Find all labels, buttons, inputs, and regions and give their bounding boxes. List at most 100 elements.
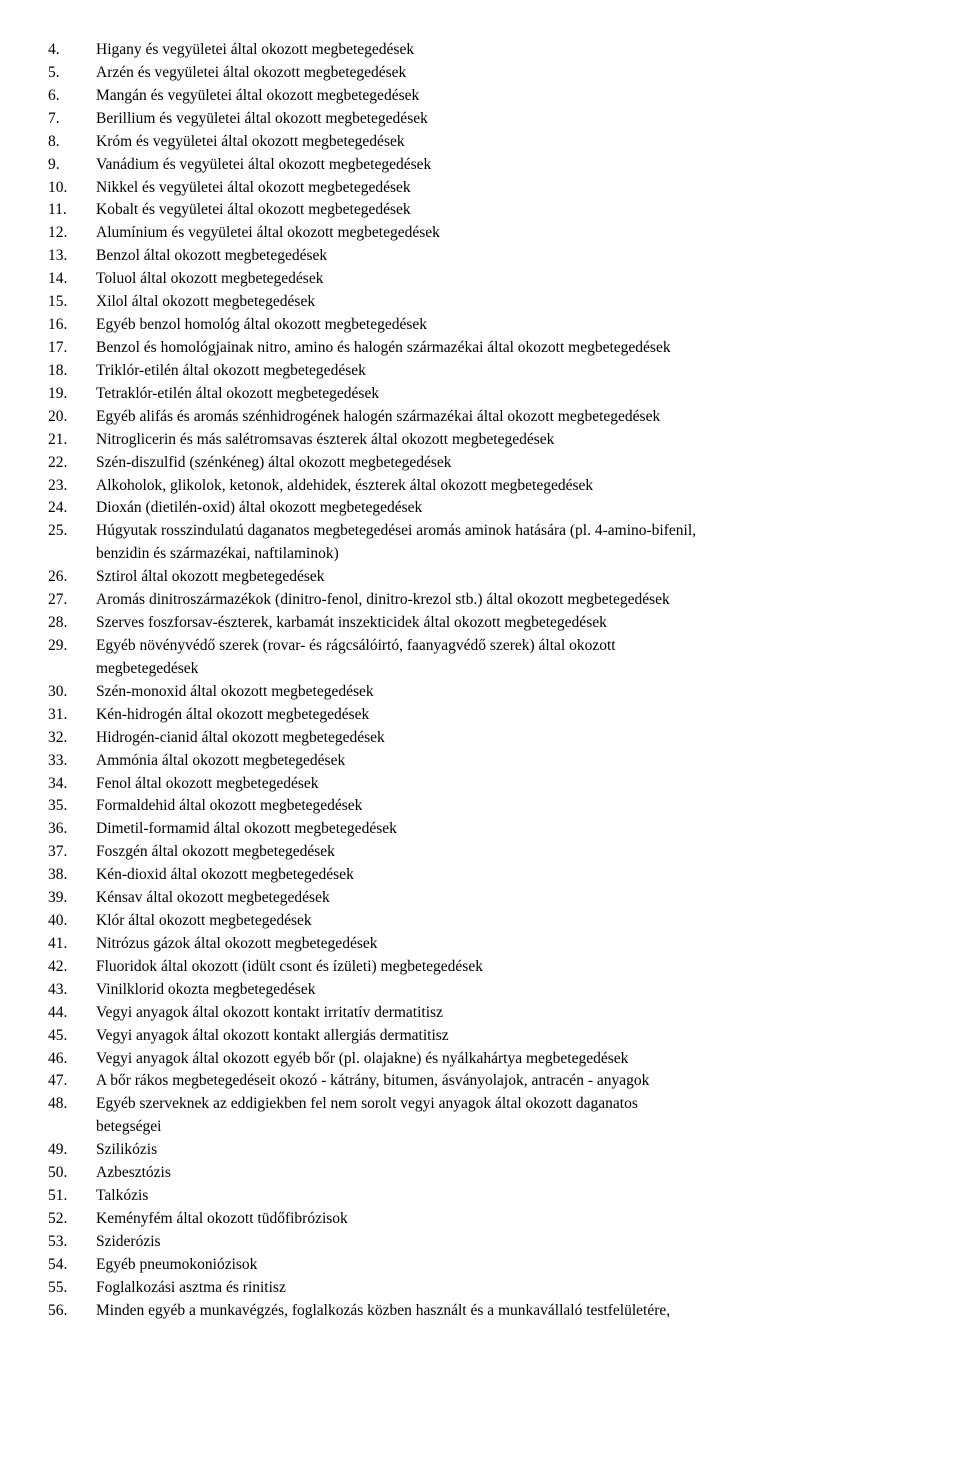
item-number: 48.	[48, 1094, 96, 1115]
item-text: Sziderózis	[96, 1232, 912, 1253]
item-text: Vegyi anyagok által okozott kontakt alle…	[96, 1026, 912, 1047]
item-continuation: benzidin és származékai, naftilaminok)	[48, 544, 912, 565]
list-item: 22.Szén-diszulfid (szénkéneg) által okoz…	[48, 453, 912, 474]
item-number: 19.	[48, 384, 96, 405]
list-item: 34.Fenol által okozott megbetegedések	[48, 774, 912, 795]
item-text: Vinilklorid okozta megbetegedések	[96, 980, 912, 1001]
item-text: Hidrogén-cianid által okozott megbeteged…	[96, 728, 912, 749]
item-continuation: megbetegedések	[48, 659, 912, 680]
item-number: 49.	[48, 1140, 96, 1161]
list-item: 5.Arzén és vegyületei által okozott megb…	[48, 63, 912, 84]
item-number: 52.	[48, 1209, 96, 1230]
item-text: Toluol által okozott megbetegedések	[96, 269, 912, 290]
list-item: 42.Fluoridok által okozott (idült csont …	[48, 957, 912, 978]
list-item: 54.Egyéb pneumokoniózisok	[48, 1255, 912, 1276]
list-item: 24.Dioxán (dietilén-oxid) által okozott …	[48, 498, 912, 519]
item-text: Talkózis	[96, 1186, 912, 1207]
item-number: 39.	[48, 888, 96, 909]
item-text: Sztirol által okozott megbetegedések	[96, 567, 912, 588]
list-item: 33.Ammónia által okozott megbetegedések	[48, 751, 912, 772]
list-item: 50.Azbesztózis	[48, 1163, 912, 1184]
item-text: Vegyi anyagok által okozott egyéb bőr (p…	[96, 1049, 912, 1070]
item-text: Szilikózis	[96, 1140, 912, 1161]
list-item: 53.Sziderózis	[48, 1232, 912, 1253]
item-text: Minden egyéb a munkavégzés, foglalkozás …	[96, 1301, 912, 1322]
item-number: 8.	[48, 132, 96, 153]
item-number: 11.	[48, 200, 96, 221]
item-text: Vanádium és vegyületei által okozott meg…	[96, 155, 912, 176]
item-number: 55.	[48, 1278, 96, 1299]
item-number: 38.	[48, 865, 96, 886]
item-number: 29.	[48, 636, 96, 657]
list-item: 9.Vanádium és vegyületei által okozott m…	[48, 155, 912, 176]
item-text: Klór által okozott megbetegedések	[96, 911, 912, 932]
item-text: Triklór-etilén által okozott megbetegedé…	[96, 361, 912, 382]
list-item: 46.Vegyi anyagok által okozott egyéb bőr…	[48, 1049, 912, 1070]
item-text: Vegyi anyagok által okozott kontakt irri…	[96, 1003, 912, 1024]
item-number: 4.	[48, 40, 96, 61]
list-item: 51.Talkózis	[48, 1186, 912, 1207]
item-number: 36.	[48, 819, 96, 840]
list-item: 31.Kén-hidrogén által okozott megbeteged…	[48, 705, 912, 726]
list-item: 6.Mangán és vegyületei által okozott meg…	[48, 86, 912, 107]
item-number: 31.	[48, 705, 96, 726]
list-item: 35.Formaldehid által okozott megbetegedé…	[48, 796, 912, 817]
item-text: Benzol által okozott megbetegedések	[96, 246, 912, 267]
item-text: Húgyutak rosszindulatú daganatos megbete…	[96, 521, 912, 542]
item-text: Foglalkozási asztma és rinitisz	[96, 1278, 912, 1299]
list-item: 41.Nitrózus gázok által okozott megbeteg…	[48, 934, 912, 955]
list-item: 55.Foglalkozási asztma és rinitisz	[48, 1278, 912, 1299]
item-number: 40.	[48, 911, 96, 932]
list-item: 18.Triklór-etilén által okozott megbeteg…	[48, 361, 912, 382]
item-number: 51.	[48, 1186, 96, 1207]
item-text: Nitroglicerin és más salétromsavas észte…	[96, 430, 912, 451]
list-item: 56.Minden egyéb a munkavégzés, foglalkoz…	[48, 1301, 912, 1322]
list-item: 10.Nikkel és vegyületei által okozott me…	[48, 178, 912, 199]
item-number: 23.	[48, 476, 96, 497]
item-number: 33.	[48, 751, 96, 772]
item-text: Egyéb szerveknek az eddigiekben fel nem …	[96, 1094, 912, 1115]
item-number: 30.	[48, 682, 96, 703]
list-item: 20.Egyéb alifás és aromás szénhidrogének…	[48, 407, 912, 428]
list-item: 49.Szilikózis	[48, 1140, 912, 1161]
list-item: 30.Szén-monoxid által okozott megbeteged…	[48, 682, 912, 703]
item-number: 34.	[48, 774, 96, 795]
list-item: 38.Kén-dioxid által okozott megbetegedés…	[48, 865, 912, 886]
list-item: 8.Króm és vegyületei által okozott megbe…	[48, 132, 912, 153]
item-text: A bőr rákos megbetegedéseit okozó - kátr…	[96, 1071, 912, 1092]
list-item: 48.Egyéb szerveknek az eddigiekben fel n…	[48, 1094, 912, 1115]
list-item: 45.Vegyi anyagok által okozott kontakt a…	[48, 1026, 912, 1047]
list-item: 21.Nitroglicerin és más salétromsavas és…	[48, 430, 912, 451]
item-number: 25.	[48, 521, 96, 542]
item-text: Alkoholok, glikolok, ketonok, aldehidek,…	[96, 476, 912, 497]
item-text: Szén-diszulfid (szénkéneg) által okozott…	[96, 453, 912, 474]
list-item: 44.Vegyi anyagok által okozott kontakt i…	[48, 1003, 912, 1024]
item-number: 13.	[48, 246, 96, 267]
item-number: 15.	[48, 292, 96, 313]
item-text: Higany és vegyületei által okozott megbe…	[96, 40, 912, 61]
item-text: Foszgén által okozott megbetegedések	[96, 842, 912, 863]
item-text: Kén-hidrogén által okozott megbetegedése…	[96, 705, 912, 726]
item-text: Fenol által okozott megbetegedések	[96, 774, 912, 795]
item-number: 41.	[48, 934, 96, 955]
disease-list: 4.Higany és vegyületei által okozott meg…	[48, 40, 912, 1322]
list-item: 37.Foszgén által okozott megbetegedések	[48, 842, 912, 863]
item-text: Szerves foszforsav-észterek, karbamát in…	[96, 613, 912, 634]
item-text: Egyéb növényvédő szerek (rovar- és rágcs…	[96, 636, 912, 657]
item-number: 42.	[48, 957, 96, 978]
item-continuation: betegségei	[48, 1117, 912, 1138]
item-text: Berillium és vegyületei által okozott me…	[96, 109, 912, 130]
item-text: Króm és vegyületei által okozott megbete…	[96, 132, 912, 153]
list-item: 29.Egyéb növényvédő szerek (rovar- és rá…	[48, 636, 912, 657]
list-item: 13.Benzol által okozott megbetegedések	[48, 246, 912, 267]
item-text: Egyéb pneumokoniózisok	[96, 1255, 912, 1276]
list-item: 23.Alkoholok, glikolok, ketonok, aldehid…	[48, 476, 912, 497]
item-number: 50.	[48, 1163, 96, 1184]
list-item: 40.Klór által okozott megbetegedések	[48, 911, 912, 932]
item-text: Nitrózus gázok által okozott megbetegedé…	[96, 934, 912, 955]
list-item: 16.Egyéb benzol homológ által okozott me…	[48, 315, 912, 336]
list-item: 11.Kobalt és vegyületei által okozott me…	[48, 200, 912, 221]
item-number: 43.	[48, 980, 96, 1001]
item-text: Kénsav által okozott megbetegedések	[96, 888, 912, 909]
item-number: 28.	[48, 613, 96, 634]
